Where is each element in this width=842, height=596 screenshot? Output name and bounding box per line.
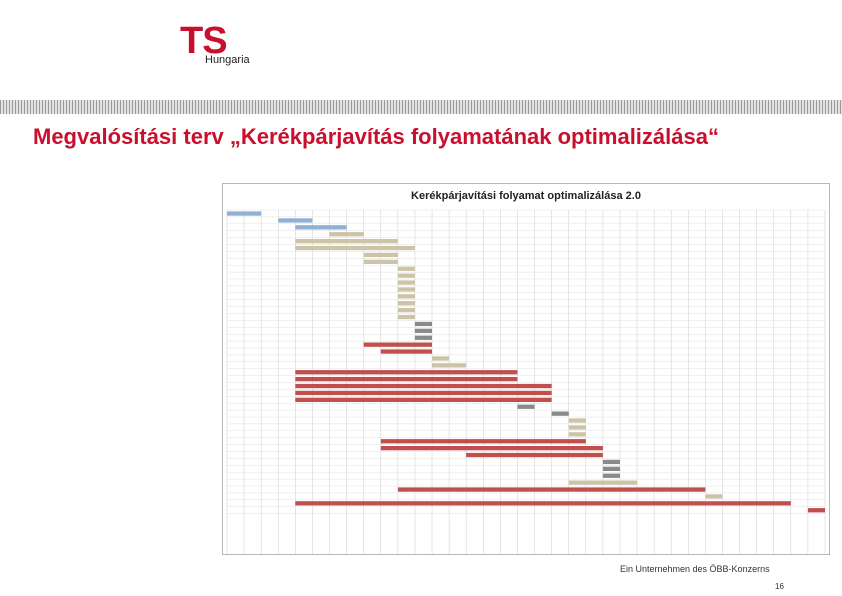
task-bar bbox=[397, 294, 415, 299]
task-bar bbox=[278, 218, 313, 223]
task-bar bbox=[568, 418, 586, 423]
task-bar bbox=[363, 342, 433, 347]
task-bar bbox=[432, 363, 467, 368]
task-bar bbox=[295, 225, 347, 230]
task-bar bbox=[517, 404, 535, 409]
task-bar bbox=[227, 211, 262, 216]
task-bar bbox=[568, 432, 586, 437]
header-stripe bbox=[0, 100, 842, 114]
task-bar bbox=[397, 273, 415, 278]
task-bar bbox=[397, 266, 415, 271]
task-bar bbox=[397, 314, 415, 320]
task-bar bbox=[397, 487, 706, 492]
task-bar bbox=[568, 425, 586, 430]
task-bar bbox=[295, 397, 552, 402]
task-bar bbox=[380, 349, 433, 354]
logo-mark: TS bbox=[180, 20, 228, 62]
task-bar bbox=[295, 383, 552, 389]
task-bar bbox=[295, 501, 791, 506]
task-bar bbox=[329, 232, 364, 237]
task-bar bbox=[466, 452, 603, 458]
task-bar bbox=[363, 259, 398, 264]
task-bar bbox=[602, 473, 620, 478]
task-bar bbox=[602, 466, 620, 471]
gantt-chart: Kerékpárjavítási folyamat optimalizálása… bbox=[222, 183, 830, 564]
task-bar bbox=[432, 356, 450, 361]
task-bar bbox=[397, 301, 415, 306]
task-bar bbox=[602, 459, 620, 465]
page-number: 16 bbox=[775, 582, 784, 591]
task-bar bbox=[397, 287, 415, 292]
task-bar bbox=[414, 328, 433, 333]
task-bar bbox=[551, 411, 569, 416]
task-bar bbox=[397, 308, 415, 313]
task-bar bbox=[295, 390, 552, 396]
task-bar bbox=[568, 480, 638, 485]
task-bar bbox=[807, 508, 825, 513]
task-bar bbox=[363, 252, 398, 258]
task-bar bbox=[295, 370, 518, 375]
company-logo: TS Hungaria bbox=[180, 20, 250, 66]
task-bar bbox=[380, 439, 586, 444]
gantt-svg: Kerékpárjavítási folyamat optimalizálása… bbox=[226, 190, 826, 564]
task-bar bbox=[705, 494, 723, 499]
task-bar bbox=[414, 321, 433, 327]
task-bar bbox=[414, 335, 433, 340]
chart-title: Kerékpárjavítási folyamat optimalizálása… bbox=[411, 190, 641, 202]
task-bar bbox=[380, 446, 603, 451]
task-bar bbox=[397, 280, 415, 285]
slide-title: Megvalósítási terv „Kerékpárjavítás foly… bbox=[33, 124, 719, 149]
task-bar bbox=[295, 245, 415, 251]
task-bar bbox=[295, 377, 518, 382]
logo-subtitle: Hungaria bbox=[205, 54, 250, 66]
task-bar bbox=[295, 239, 398, 244]
footer-note: Ein Unternehmen des ÖBB-Konzerns bbox=[620, 564, 770, 574]
